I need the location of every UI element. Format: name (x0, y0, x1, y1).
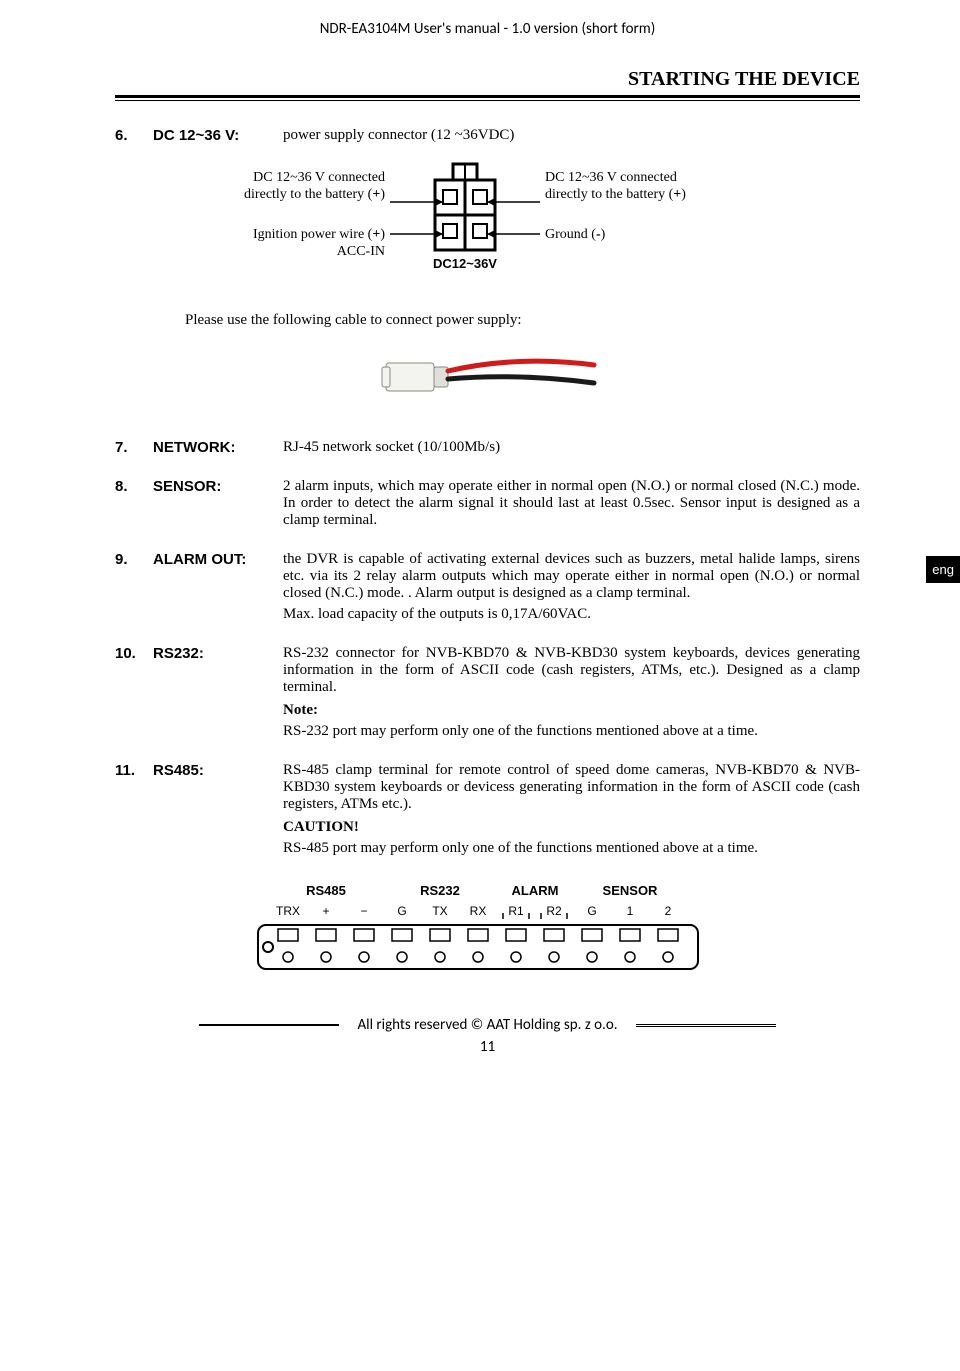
connector-voltage-label: DC12~36V (433, 256, 497, 271)
svg-text:R2: R2 (546, 904, 562, 918)
svg-text:RX: RX (469, 904, 486, 918)
list-item-6: 6. DC 12~36 V: power supply connector (1… (115, 127, 860, 144)
connector-svg: DC12~36V (385, 162, 545, 292)
list-item: 8.SENSOR:2 alarm inputs, which may opera… (115, 478, 860, 533)
conn-right-bot-b: ) (601, 227, 606, 242)
item-desc: RS-485 clamp terminal for remote control… (283, 762, 860, 861)
svg-text:SENSOR: SENSOR (602, 883, 658, 898)
doc-header: NDR-EA3104M User's manual - 1.0 version … (115, 20, 860, 38)
item-number: 7. (115, 439, 153, 456)
item-desc: power supply connector (12 ~36VDC) (283, 127, 860, 144)
page-number: 11 (115, 1038, 860, 1056)
list-item: 9.ALARM OUT:the DVR is capable of activa… (115, 551, 860, 627)
conn-right-top-2a: directly to the battery ( (545, 187, 673, 202)
svg-text:ALARM: ALARM (511, 883, 558, 898)
list-item: 10.RS232:RS-232 connector for NVB-KBD70 … (115, 645, 860, 744)
note-label: CAUTION! (283, 819, 860, 836)
item-desc: RJ-45 network socket (10/100Mb/s) (283, 439, 860, 460)
svg-text:−: − (360, 904, 367, 918)
svg-text:+: + (322, 904, 329, 918)
power-connector-diagram: DC 12~36 V connected directly to the bat… (185, 162, 860, 302)
item-label: RS232: (153, 645, 283, 662)
item-number: 6. (115, 127, 153, 144)
conn-right-top-1: DC 12~36 V connected (545, 170, 677, 185)
item-desc: 2 alarm inputs, which may operate either… (283, 478, 860, 533)
cable-instruction: Please use the following cable to connec… (185, 312, 860, 329)
list-item: 7.NETWORK:RJ-45 network socket (10/100Mb… (115, 439, 860, 460)
terminal-block-diagram: RS485 RS232 ALARM SENSOR TRX + − G TX RX R1 R2 G 1 2 (248, 881, 728, 986)
item-number: 10. (115, 645, 153, 662)
conn-left-bot-2: ACC-IN (337, 244, 385, 259)
item-label: DC 12~36 V: (153, 127, 283, 144)
item-label: NETWORK: (153, 439, 283, 456)
language-tab: eng (926, 556, 960, 583)
item-desc: RS-232 connector for NVB-KBD70 & NVB-KBD… (283, 645, 860, 744)
svg-text:R1: R1 (508, 904, 524, 918)
copyright: All rights reserved © AAT Holding sp. z … (357, 1016, 617, 1034)
item-number: 8. (115, 478, 153, 495)
svg-text:2: 2 (664, 904, 671, 918)
item-number: 11. (115, 762, 153, 779)
svg-text:G: G (397, 904, 406, 918)
note-label: Note: (283, 702, 860, 719)
svg-text:TX: TX (432, 904, 447, 918)
item-label: ALARM OUT: (153, 551, 283, 568)
item-label: SENSOR: (153, 478, 283, 495)
conn-left-top-1: DC 12~36 V connected (253, 170, 385, 185)
item-number: 9. (115, 551, 153, 568)
conn-right-top-2b: ) (681, 187, 686, 202)
conn-left-top-2a: directly to the battery ( (244, 187, 372, 202)
power-cable-icon (378, 349, 598, 404)
list-item: 11.RS485:RS-485 clamp terminal for remot… (115, 762, 860, 861)
conn-right-bot-a: Ground ( (545, 227, 596, 242)
svg-text:RS485: RS485 (306, 883, 346, 898)
svg-text:RS232: RS232 (420, 883, 460, 898)
svg-text:TRX: TRX (276, 904, 300, 918)
section-rule (115, 95, 860, 101)
svg-text:1: 1 (626, 904, 633, 918)
conn-left-bot-1a: Ignition power wire ( (253, 227, 372, 242)
item-desc: the DVR is capable of activating externa… (283, 551, 860, 627)
svg-text:G: G (587, 904, 596, 918)
footer-rule: All rights reserved © AAT Holding sp. z … (115, 1016, 860, 1034)
section-title: STARTING THE DEVICE (115, 68, 860, 91)
item-label: RS485: (153, 762, 283, 779)
